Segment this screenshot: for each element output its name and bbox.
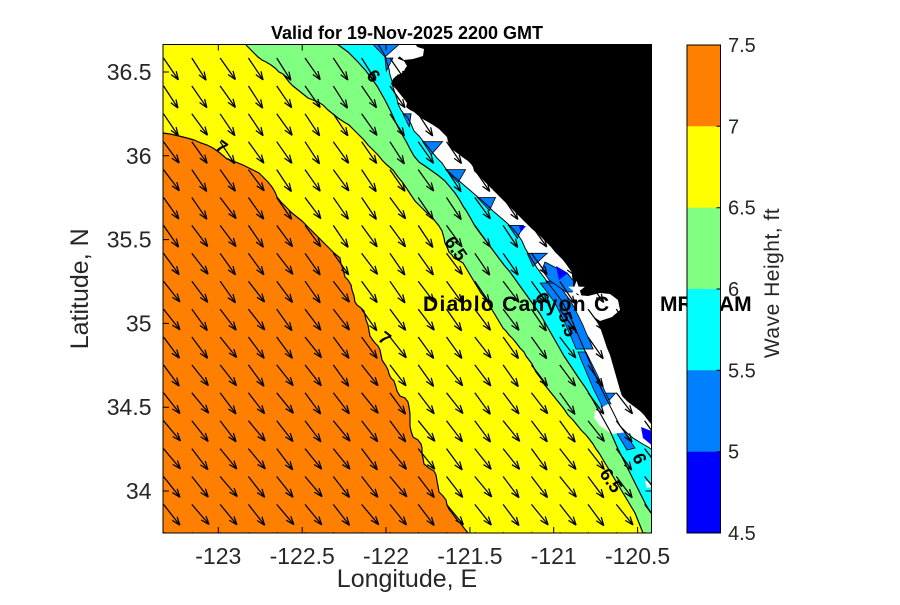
svg-text:Diablo Canyon C: Diablo Canyon C xyxy=(423,293,611,316)
svg-text:Valid for 19-Nov-2025 2200 GMT: Valid for 19-Nov-2025 2200 GMT xyxy=(271,23,543,43)
svg-text:4.5: 4.5 xyxy=(728,523,756,545)
svg-text:7.5: 7.5 xyxy=(728,35,756,57)
svg-text:-121: -121 xyxy=(531,543,577,569)
svg-text:35: 35 xyxy=(126,310,152,336)
svg-text:Wave Height, ft: Wave Height, ft xyxy=(761,208,784,358)
svg-text:-123: -123 xyxy=(195,543,241,569)
svg-text:6.5: 6.5 xyxy=(728,198,756,220)
svg-text:35.5: 35.5 xyxy=(107,227,152,253)
svg-text:34: 34 xyxy=(126,478,152,504)
svg-text:Longitude, E: Longitude, E xyxy=(337,565,477,593)
svg-text:36.5: 36.5 xyxy=(107,59,152,85)
svg-text:5.5: 5.5 xyxy=(728,360,756,382)
svg-text:36: 36 xyxy=(126,143,152,169)
svg-text:-122: -122 xyxy=(363,543,409,569)
svg-text:5: 5 xyxy=(728,442,739,464)
svg-text:-122.5: -122.5 xyxy=(270,543,335,569)
svg-text:-120.5: -120.5 xyxy=(605,543,670,569)
svg-text:34.5: 34.5 xyxy=(107,394,152,420)
svg-text:7: 7 xyxy=(728,116,739,138)
svg-text:AM: AM xyxy=(719,293,752,316)
svg-text:Latitude, N: Latitude, N xyxy=(66,228,94,349)
svg-text:6: 6 xyxy=(728,279,739,301)
svg-text:MR: MR xyxy=(660,293,693,316)
svg-text:-121.5: -121.5 xyxy=(437,543,502,569)
